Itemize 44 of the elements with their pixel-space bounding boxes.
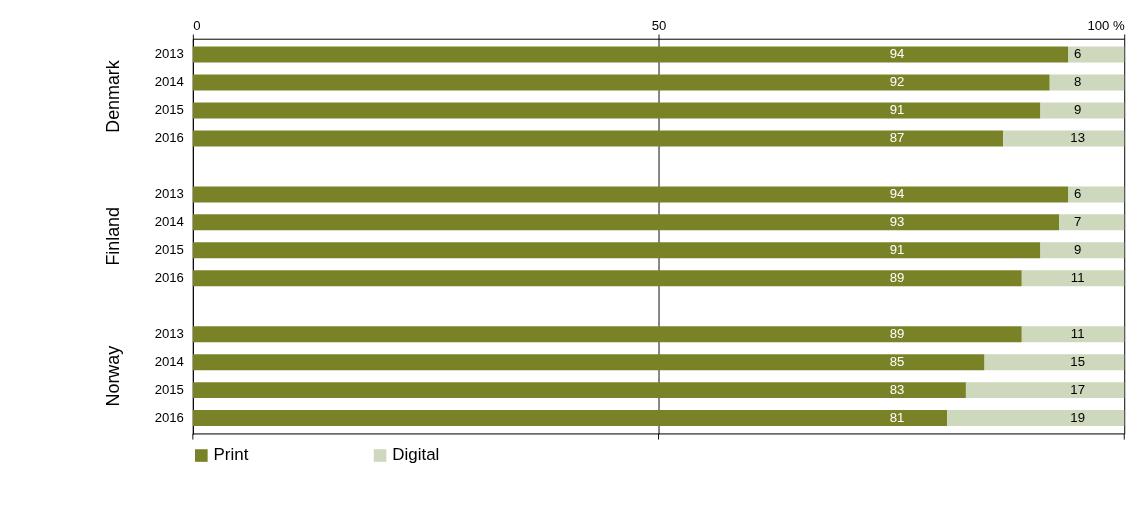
data-label: 9 — [1074, 242, 1082, 258]
data-label: 19 — [1070, 409, 1085, 425]
data-label: 93 — [889, 214, 905, 230]
y-tick-label: 2015 — [154, 102, 184, 118]
x-tick-label: 0 — [193, 17, 201, 33]
data-label: 17 — [1070, 381, 1085, 397]
data-label: 92 — [889, 74, 905, 90]
data-label: 91 — [889, 102, 905, 118]
y-tick-label: 2016 — [154, 130, 184, 146]
data-label: 89 — [889, 270, 905, 286]
data-label: 89 — [889, 325, 905, 341]
data-label: 85 — [889, 353, 905, 369]
y-tick-label: 2014 — [154, 214, 184, 230]
y-tick-label: 2015 — [154, 381, 184, 397]
data-label: 91 — [889, 242, 905, 258]
y-tick-label: 2015 — [154, 242, 184, 258]
x-tick-label: 50 — [651, 17, 667, 33]
data-label: 6 — [1074, 186, 1082, 202]
data-label: 7 — [1074, 214, 1082, 230]
data-label: 11 — [1070, 270, 1085, 286]
data-label: 15 — [1070, 353, 1085, 369]
y-tick-label: 2013 — [154, 186, 184, 202]
data-label: 87 — [889, 130, 905, 146]
y-tick-label: 2016 — [154, 270, 184, 286]
text: Denmark — [102, 60, 123, 133]
data-label: 6 — [1074, 46, 1082, 62]
data-label: 81 — [889, 409, 905, 425]
data-label: 9 — [1074, 102, 1082, 118]
x-tick-label: 100 % — [1087, 17, 1126, 33]
text: Finland — [102, 207, 123, 266]
y-tick-label: 2013 — [154, 46, 184, 62]
y-tick-label: 2013 — [154, 325, 184, 341]
text: Norway — [102, 345, 123, 407]
y-tick-label: 2016 — [154, 409, 184, 425]
legend-label: Digital — [392, 445, 440, 465]
y-tick-label: 2014 — [154, 74, 184, 90]
y-tick-label: 2014 — [154, 353, 184, 369]
data-label: 94 — [889, 46, 905, 62]
data-label: 8 — [1074, 74, 1082, 90]
data-label: 11 — [1070, 325, 1085, 341]
data-label: 83 — [889, 381, 905, 397]
data-label: 94 — [889, 186, 905, 202]
legend-label: Print — [213, 445, 249, 465]
data-label: 13 — [1070, 130, 1085, 146]
